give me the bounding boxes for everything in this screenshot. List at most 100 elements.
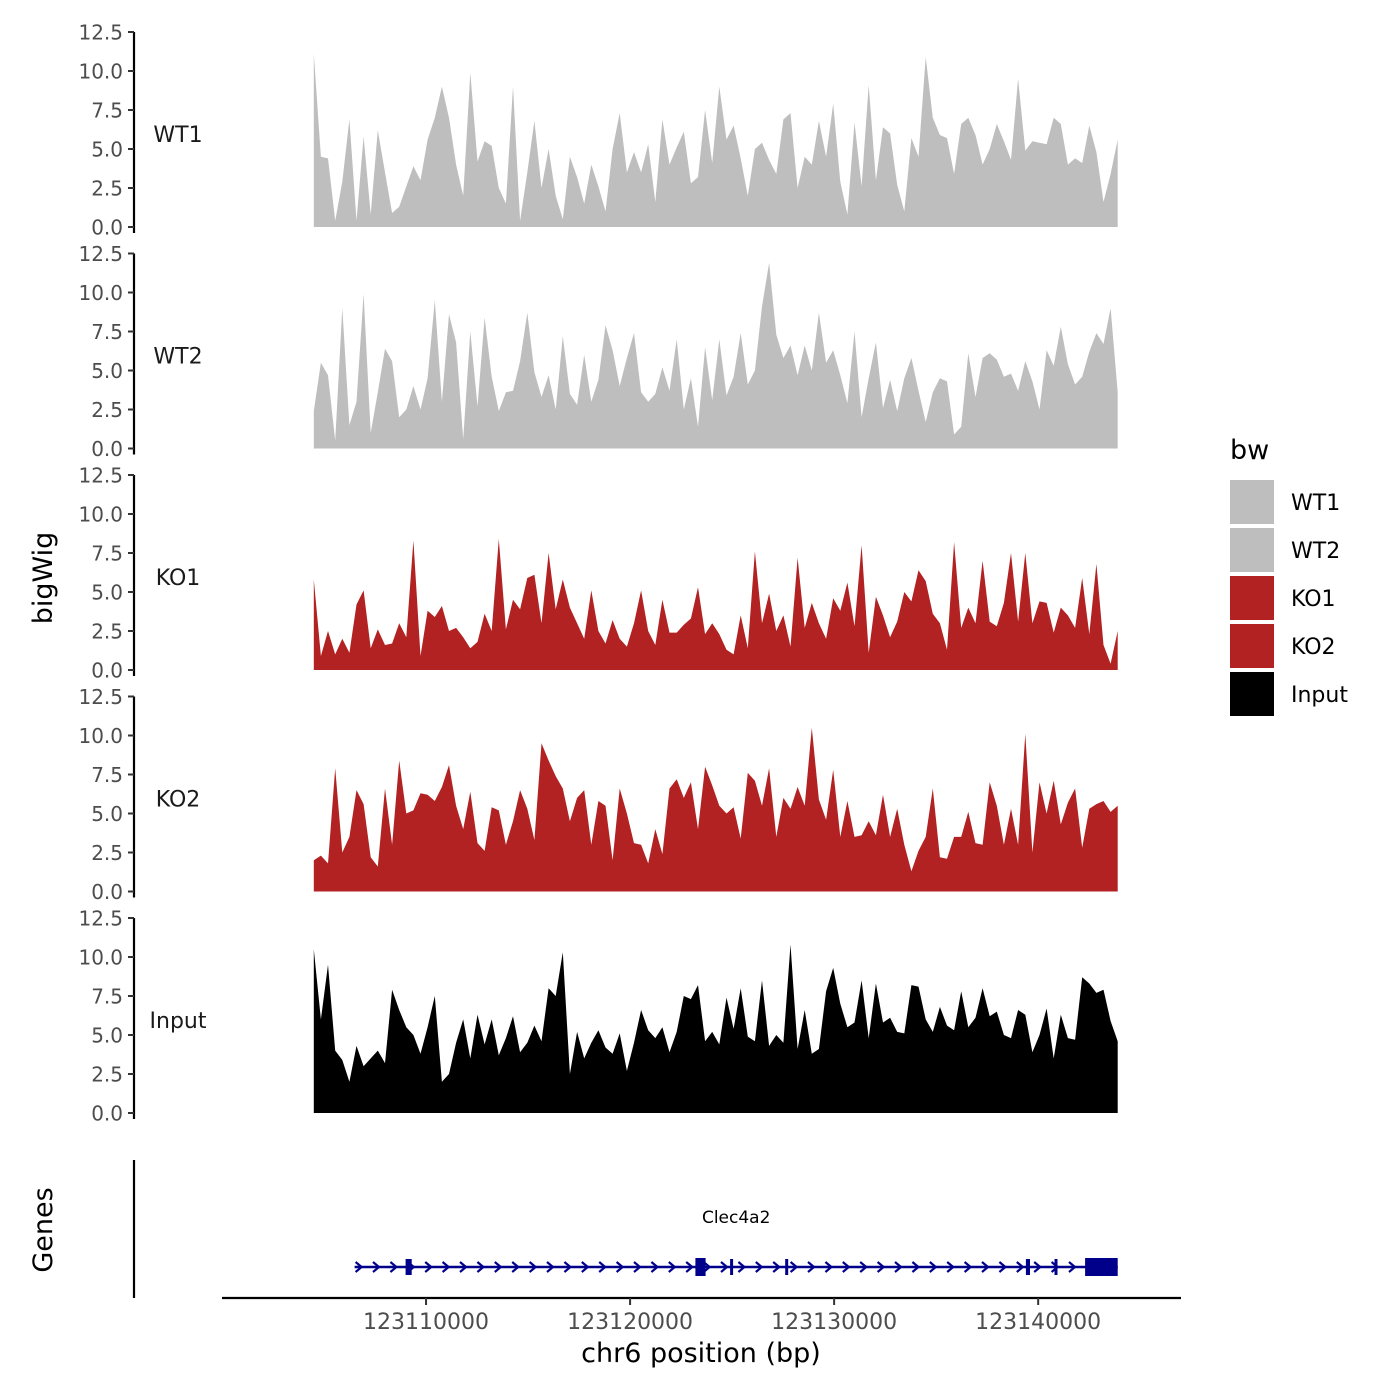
bigwig-panels: 0.0 2.5 5.0 7.5 10.0 12.5 WT1 0.0 2.5 5.0 7.5 10.0 1… — [78, 21, 1118, 1126]
strand-arrow — [998, 1261, 1008, 1273]
gene-exon — [785, 1259, 789, 1275]
panel-wt2: 0.0 2.5 5.0 7.5 10.0 12.5 WT2 — [78, 242, 1118, 461]
strand-arrow — [424, 1261, 433, 1273]
strand-arrow — [755, 1261, 764, 1273]
y-tick-label: 2.5 — [91, 398, 123, 422]
y-tick-label: 0.0 — [91, 880, 123, 904]
legend-entries: WT1 WT2 KO1 KO2 Input — [1230, 480, 1348, 716]
y-tick-label: 5.0 — [91, 138, 123, 162]
strand-arrow — [946, 1261, 955, 1273]
strand-arrow — [511, 1261, 520, 1273]
strand-arrow — [963, 1261, 973, 1273]
strand-arrow — [650, 1261, 660, 1273]
y-tick-label: 5.0 — [91, 581, 123, 605]
strand-arrow — [981, 1261, 990, 1273]
strand-arrow — [441, 1261, 451, 1273]
strand-arrow — [354, 1261, 364, 1273]
y-tick-label: 10.0 — [78, 281, 123, 305]
legend-label-wt1: WT1 — [1291, 491, 1340, 516]
panel-ko1: 0.0 2.5 5.0 7.5 10.0 12.5 KO1 — [78, 464, 1118, 683]
y-tick-label: 10.0 — [78, 724, 123, 748]
panel-label-ko2: KO2 — [156, 788, 201, 813]
y-tick-label: 5.0 — [91, 1024, 123, 1048]
strand-arrow — [876, 1261, 886, 1273]
strand-arrow — [772, 1261, 781, 1273]
strand-arrow — [859, 1261, 868, 1273]
y-tick-label: 2.5 — [91, 177, 123, 201]
legend-key-ko2 — [1230, 624, 1274, 668]
y-tick-label: 5.0 — [91, 802, 123, 826]
y-tick-label: 7.5 — [91, 763, 123, 787]
strand-arrow — [1016, 1261, 1025, 1273]
y-tick-label: 0.0 — [91, 437, 123, 461]
y-tick-label: 12.5 — [78, 21, 123, 45]
y-tick-label: 12.5 — [78, 242, 123, 266]
strand-arrow — [720, 1261, 729, 1273]
y-tick-label: 12.5 — [78, 685, 123, 709]
strand-arrow — [789, 1261, 799, 1273]
strand-arrow — [389, 1261, 399, 1273]
genes-track-title: Genes — [28, 1187, 59, 1272]
x-axis-title: chr6 position (bp) — [581, 1338, 821, 1369]
area-series-ko1 — [313, 539, 1118, 670]
legend-key-wt2 — [1230, 528, 1274, 572]
panel-input: 0.0 2.5 5.0 7.5 10.0 12.5 Input — [78, 907, 1118, 1126]
strand-arrow — [563, 1261, 573, 1273]
legend-title: bw — [1230, 435, 1269, 466]
y-tick-label: 0.0 — [91, 216, 123, 240]
area-series-wt2 — [313, 262, 1118, 449]
strand-arrow — [807, 1261, 816, 1273]
gene-name-label: Clec4a2 — [702, 1208, 770, 1228]
x-tick-label: 123110000 — [363, 1310, 489, 1335]
panel-label-wt2: WT2 — [153, 345, 202, 370]
strand-arrow — [911, 1261, 921, 1273]
gene-exon — [1054, 1259, 1058, 1275]
strand-arrow — [598, 1261, 607, 1273]
strand-arrow — [581, 1261, 590, 1273]
y-tick-label: 2.5 — [91, 1063, 123, 1087]
gene-exon — [1085, 1258, 1118, 1276]
x-tick-label: 123130000 — [771, 1310, 897, 1335]
y-tick-label: 2.5 — [91, 620, 123, 644]
genes-track: Clec4a2 — [132, 1160, 1118, 1298]
legend-label-ko1: KO1 — [1291, 587, 1336, 612]
legend-label-ko2: KO2 — [1291, 635, 1336, 660]
strand-arrow — [494, 1261, 503, 1273]
y-tick-label: 0.0 — [91, 659, 123, 683]
x-tick-label: 123140000 — [975, 1310, 1101, 1335]
y-tick-label: 5.0 — [91, 359, 123, 383]
strand-arrow — [476, 1261, 486, 1273]
y-tick-label: 7.5 — [91, 99, 123, 123]
gene-exon — [405, 1259, 412, 1275]
strand-arrow — [1068, 1261, 1077, 1273]
area-series-input — [313, 944, 1118, 1113]
legend-key-wt1 — [1230, 480, 1274, 524]
strand-arrow — [1033, 1261, 1042, 1273]
y-tick-label: 2.5 — [91, 841, 123, 865]
gene-exon — [730, 1259, 734, 1275]
panel-label-input: Input — [150, 1009, 207, 1034]
y-tick-label: 7.5 — [91, 985, 123, 1009]
strand-arrow — [929, 1261, 938, 1273]
y-tick-label: 12.5 — [78, 464, 123, 488]
legend-label-input: Input — [1291, 683, 1348, 708]
y-tick-label: 10.0 — [78, 60, 123, 84]
strand-arrow — [894, 1261, 903, 1273]
strand-arrow — [615, 1261, 625, 1273]
x-tick-label: 123120000 — [567, 1310, 693, 1335]
legend-key-ko1 — [1230, 576, 1274, 620]
area-series-ko2 — [313, 727, 1118, 892]
panel-wt1: 0.0 2.5 5.0 7.5 10.0 12.5 WT1 — [78, 21, 1118, 240]
strand-arrow — [528, 1261, 538, 1273]
gene-exon — [695, 1258, 706, 1276]
panel-label-ko1: KO1 — [156, 566, 201, 591]
gene-exon — [1025, 1259, 1030, 1275]
y-axis-title: bigWig — [28, 532, 59, 625]
y-tick-label: 7.5 — [91, 320, 123, 344]
legend: bw WT1 WT2 KO1 KO2 Input — [1230, 435, 1348, 716]
panel-label-wt1: WT1 — [153, 123, 202, 148]
y-tick-label: 12.5 — [78, 907, 123, 931]
y-tick-label: 0.0 — [91, 1102, 123, 1126]
y-tick-label: 10.0 — [78, 946, 123, 970]
